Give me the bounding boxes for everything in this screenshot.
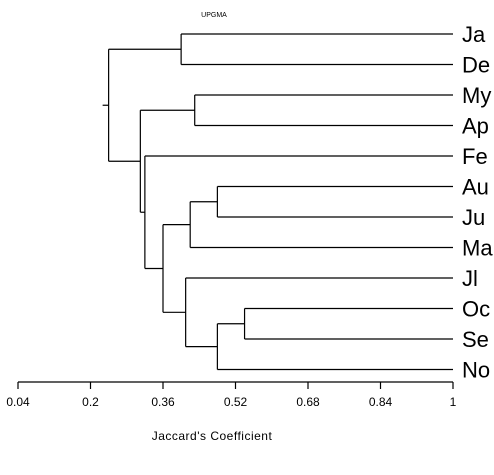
leaf-label-my: My: [462, 83, 491, 108]
leaf-label-de: De: [462, 53, 490, 78]
leaf-label-oc: Oc: [462, 297, 490, 322]
x-tick-label-0: 0.04: [6, 395, 30, 409]
leaf-label-se: Se: [462, 327, 489, 352]
x-tick-label-6: 1: [450, 395, 457, 409]
x-tick-label-1: 0.2: [82, 395, 99, 409]
leaf-label-jl: Jl: [462, 266, 478, 291]
x-tick-label-3: 0.52: [224, 395, 248, 409]
dendrogram-branches: [102, 33, 453, 371]
x-axis-label: Jaccard's Coefficient: [152, 429, 273, 443]
x-tick-label-4: 0.68: [296, 395, 320, 409]
leaf-label-ap: Ap: [462, 114, 489, 139]
leaf-label-fe: Fe: [462, 144, 488, 169]
leaf-label-ma: Ma: [462, 236, 493, 261]
leaf-label-au: Au: [462, 175, 489, 200]
leaf-label-ja: Ja: [462, 22, 486, 47]
leaf-label-no: No: [462, 358, 490, 383]
chart-title: UPGMA: [201, 12, 227, 19]
x-axis: 0.04 0.2 0.36 0.52 0.68 0.84 1: [6, 381, 457, 409]
leaf-label-ju: Ju: [462, 205, 485, 230]
leaf-labels: Ja De My Ap Fe Au Ju Ma Jl Oc Se No: [462, 22, 493, 383]
x-tick-label-5: 0.84: [369, 395, 393, 409]
x-tick-label-2: 0.36: [151, 395, 175, 409]
